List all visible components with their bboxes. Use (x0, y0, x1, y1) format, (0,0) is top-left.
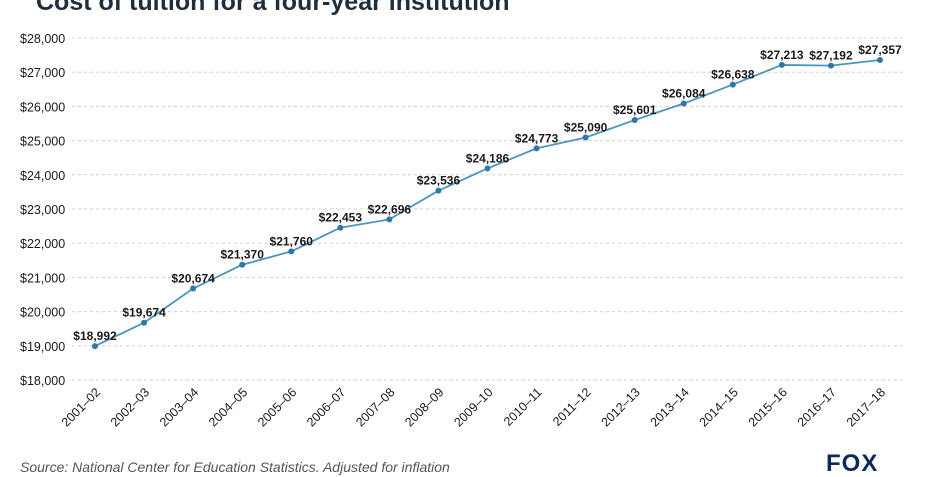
y-tick-label: $19,000 (20, 340, 65, 354)
x-tick-label: 2013–14 (648, 385, 692, 429)
x-tick-label: 2016–17 (795, 385, 839, 429)
data-label: $20,674 (171, 272, 215, 286)
data-point (190, 285, 197, 292)
x-tick-label: 2004–05 (206, 385, 250, 429)
data-label: $27,192 (809, 49, 853, 63)
data-point (484, 165, 491, 172)
data-label: $26,638 (711, 68, 755, 82)
data-point (435, 187, 442, 194)
data-label: $26,084 (662, 87, 706, 101)
data-point (778, 61, 785, 68)
x-tick-label: 2001–02 (59, 385, 103, 429)
y-tick-label: $23,000 (20, 203, 65, 217)
series-line-group (94, 59, 881, 347)
x-tick-label: 2008–09 (402, 385, 446, 429)
series-line (94, 59, 881, 347)
y-tick-label: $22,000 (20, 237, 65, 251)
y-axis-tick-labels: $18,000 $19,000 $20,000 $21,000 $22,000 $23,0… (20, 32, 65, 388)
x-tick-label: 2003–04 (157, 385, 201, 429)
x-tick-label: 2015–16 (746, 385, 790, 429)
y-tick-label: $28,000 (20, 32, 65, 46)
x-tick-label: 2006–07 (304, 385, 348, 429)
x-tick-label: 2007–08 (353, 385, 397, 429)
x-tick-label: 2009–10 (451, 385, 495, 429)
data-label: $22,453 (319, 211, 363, 225)
data-label: $23,536 (417, 174, 461, 188)
y-tick-label: $27,000 (20, 66, 65, 80)
data-label: $24,186 (466, 151, 510, 165)
data-point (877, 56, 883, 63)
x-tick-label: 2010–11 (501, 385, 545, 429)
data-point (631, 117, 638, 124)
data-label: $27,357 (858, 43, 902, 57)
source-note: Source: National Center for Education St… (20, 459, 450, 475)
y-tick-label: $24,000 (20, 169, 65, 183)
data-label: $18,992 (73, 329, 117, 343)
y-tick-label: $21,000 (20, 271, 65, 285)
y-tick-label: $18,000 (20, 374, 65, 388)
data-label: $22,696 (368, 202, 412, 216)
x-tick-label: 2012–13 (598, 385, 642, 429)
y-tick-label: $25,000 (20, 135, 65, 149)
data-point (827, 62, 834, 69)
x-tick-label: 2014–15 (697, 385, 741, 429)
y-tick-label: $26,000 (20, 100, 65, 114)
data-label: $25,090 (564, 121, 608, 135)
data-label: $19,674 (122, 306, 166, 320)
data-label: $21,370 (220, 248, 264, 262)
data-point (729, 81, 736, 88)
x-tick-label: 2017–18 (844, 385, 888, 429)
data-points (92, 56, 883, 350)
data-label: $21,760 (270, 234, 314, 248)
x-tick-label: 2002–03 (108, 385, 152, 429)
data-point (582, 134, 589, 141)
x-tick-label: 2011–12 (550, 385, 594, 429)
data-point (337, 224, 344, 231)
data-point (680, 100, 687, 107)
chart-title: Cost of tuition for a four-year institut… (36, 0, 510, 16)
data-point (386, 216, 393, 223)
gridlines (72, 37, 905, 381)
fox-logo: FOX (826, 450, 879, 477)
data-point (141, 319, 148, 326)
data-label: $27,213 (760, 48, 804, 62)
y-tick-label: $20,000 (20, 306, 65, 320)
data-point (533, 145, 540, 152)
data-labels: $18,992 $19,674 $20,674 $21,370 $21,760 $22,4… (73, 43, 902, 343)
x-axis-tick-labels: 2001–02 2002–03 2003–04 2004–05 2005–06 2006–… (59, 385, 888, 429)
data-point (239, 261, 246, 268)
data-label: $24,773 (515, 131, 559, 145)
data-label: $25,601 (613, 103, 657, 117)
data-point (92, 343, 98, 350)
data-point (288, 248, 295, 255)
x-tick-label: 2005–06 (255, 385, 299, 429)
